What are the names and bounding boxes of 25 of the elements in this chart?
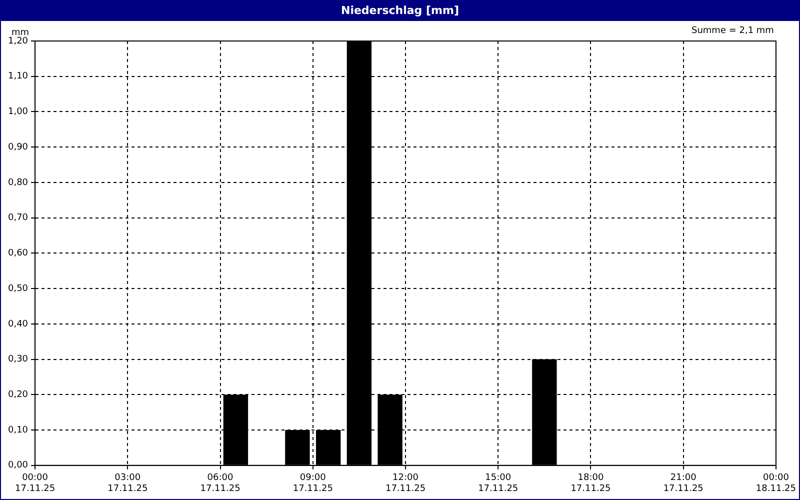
y-tick-label: 1,10: [8, 72, 28, 82]
x-tick-label: 21:00 17.11.25: [663, 473, 704, 494]
x-tick-label: 12:00 17.11.25: [385, 473, 426, 494]
y-tick-label: 0,20: [8, 390, 28, 400]
y-tick-label: 1,00: [8, 107, 28, 118]
x-tick-label: 15:00 17.11.25: [478, 473, 518, 494]
x-tick-label: 00:00 18.11.25: [756, 473, 796, 494]
x-tick-label: 06:00 17.11.25: [200, 473, 240, 494]
y-tick-label: 0,40: [8, 319, 28, 330]
x-tick-label: 18:00 17.11.25: [570, 473, 611, 494]
y-tick-label: 0,10: [8, 425, 28, 436]
x-tick-label: 03:00 17.11.25: [108, 473, 148, 494]
y-tick-label: 0,90: [8, 142, 28, 152]
y-tick-label: 0,80: [8, 178, 28, 188]
y-tick-label: 0,30: [8, 354, 28, 365]
y-tick-label: 0,70: [8, 213, 28, 224]
y-tick-label: 0,00: [8, 460, 28, 471]
y-tick-label: 0,50: [8, 284, 28, 294]
y-axis-title: mm: [11, 28, 30, 38]
text: Summe = 2,1 mm: [691, 26, 774, 36]
x-tick-label: 09:00 17.11.25: [292, 473, 333, 494]
chart-title: Niederschlag [mm]: [1, 1, 799, 21]
x-tick-label: 00:00 17.11.25: [15, 473, 56, 494]
y-tick-label: 0,60: [8, 248, 28, 259]
y-tick-label: 1,20: [8, 36, 28, 46]
